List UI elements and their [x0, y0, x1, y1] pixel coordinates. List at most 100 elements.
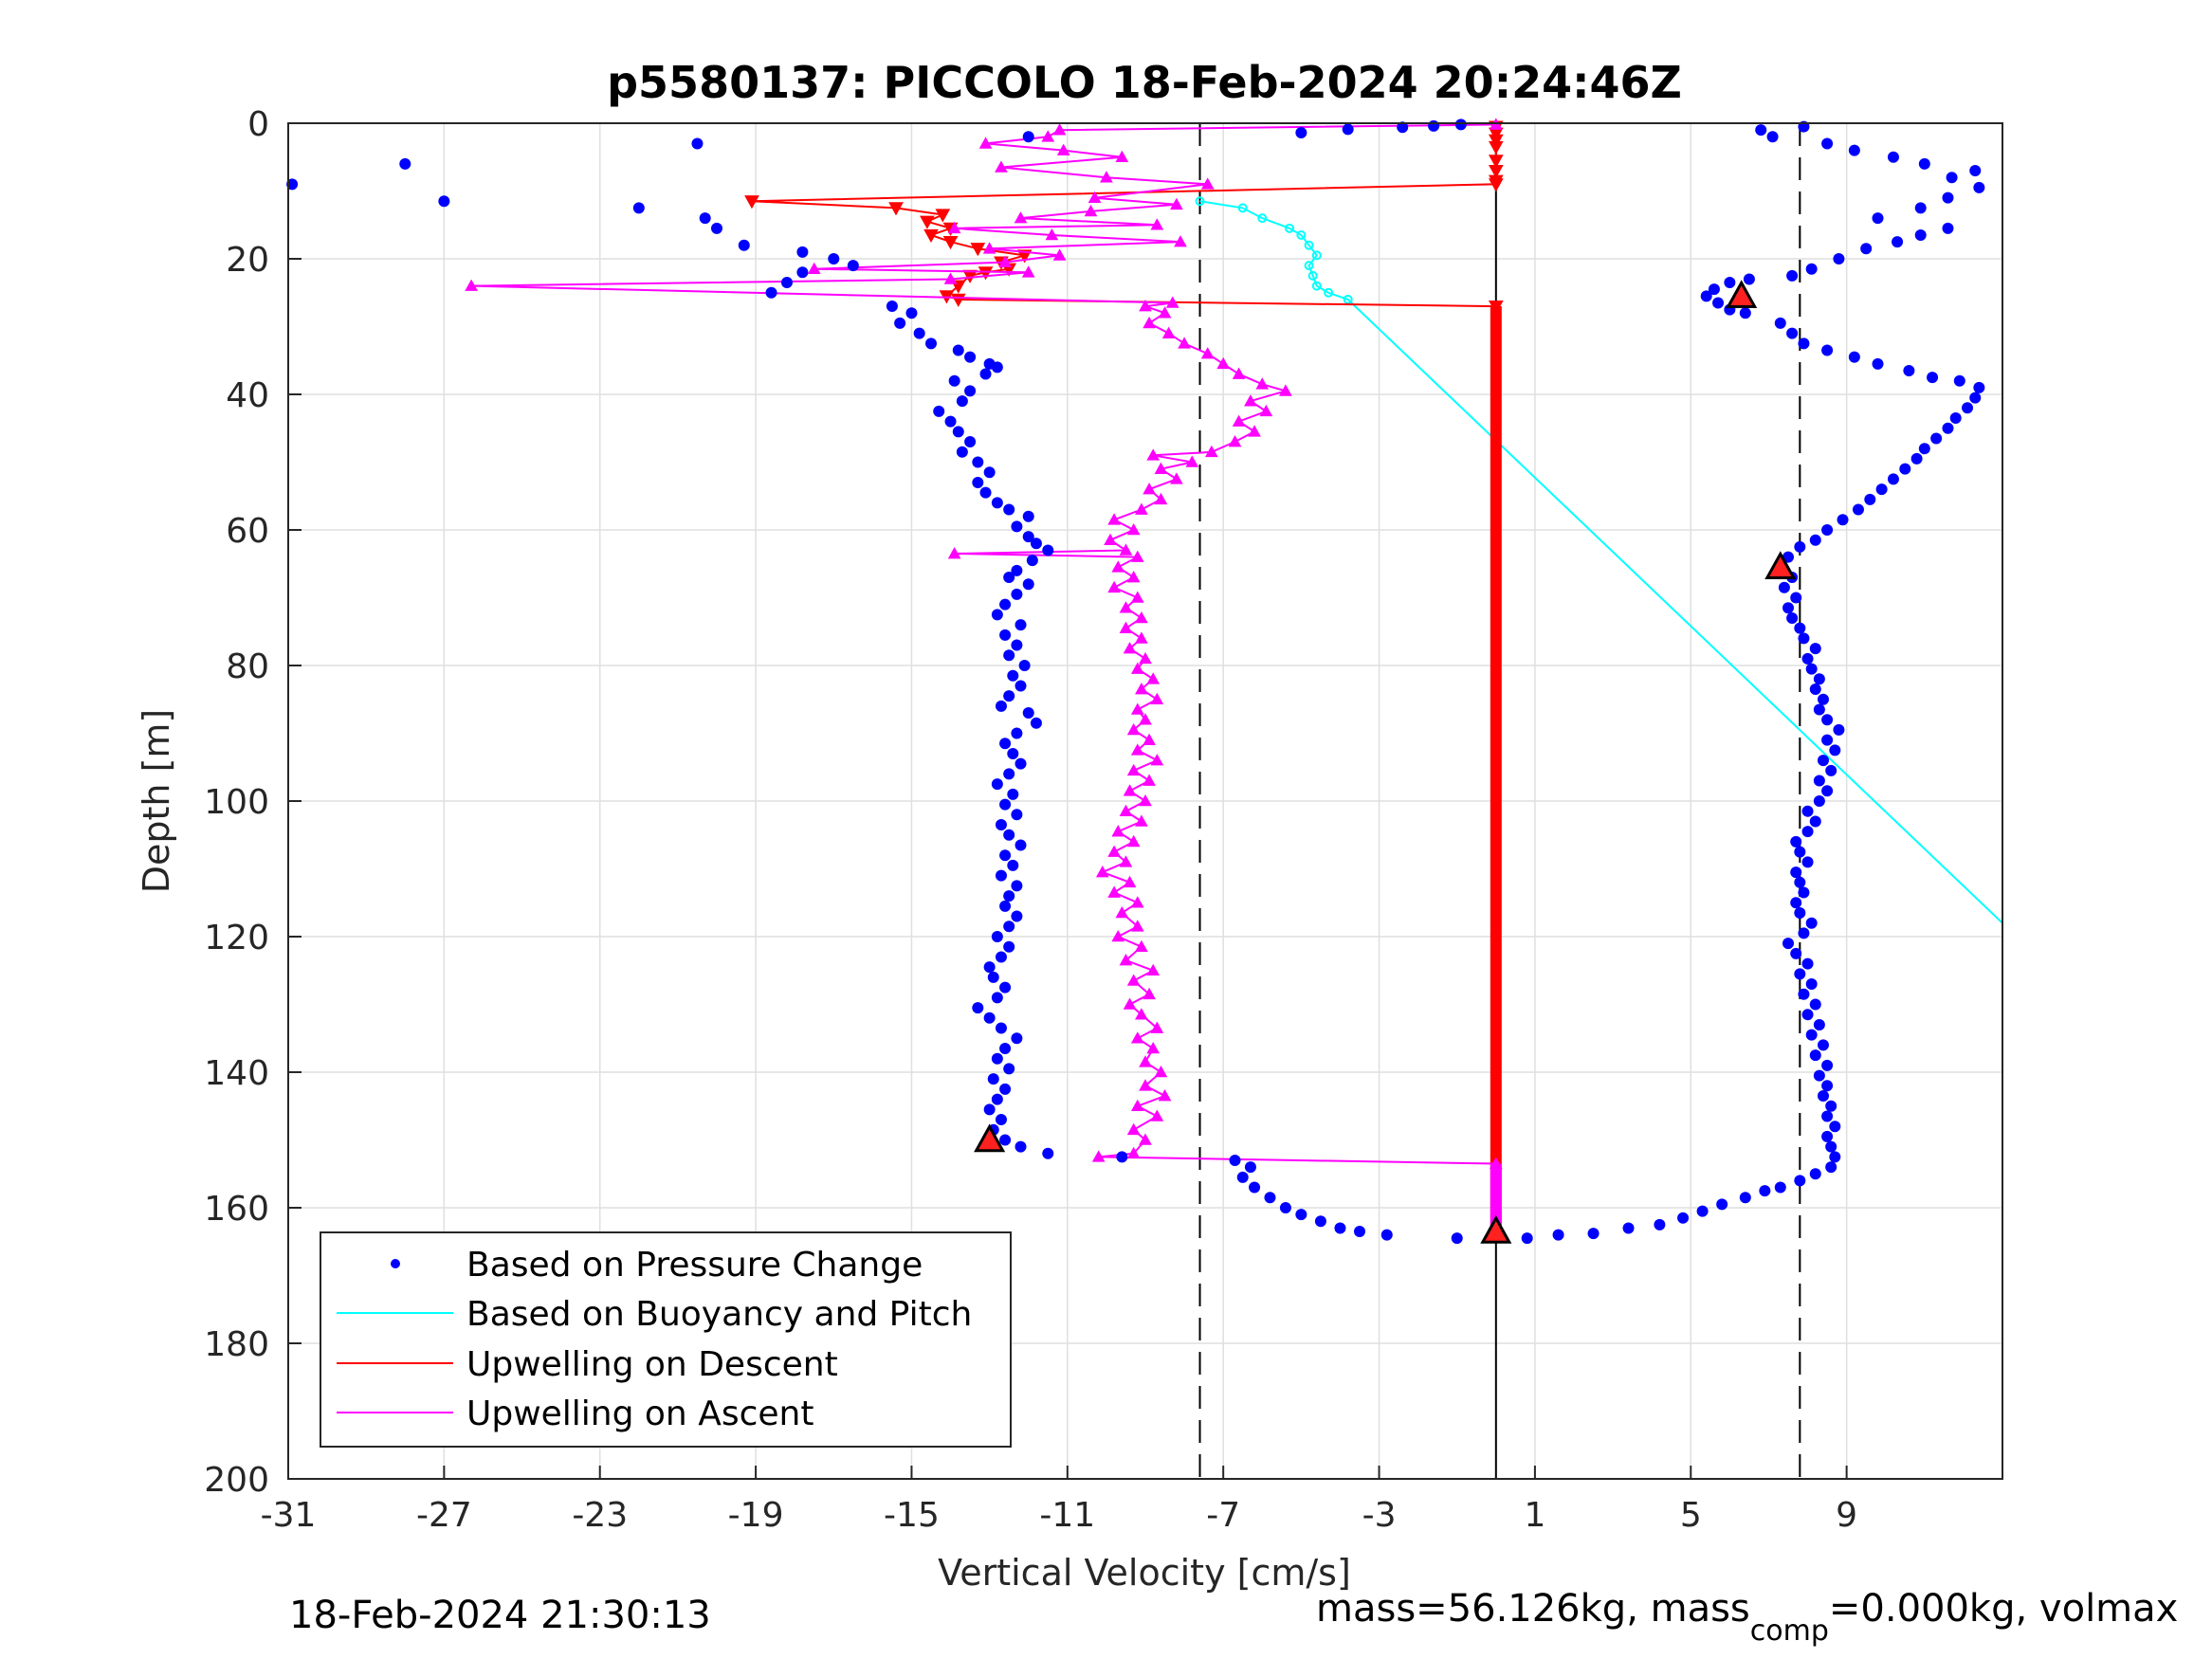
pressure-change-point — [1790, 947, 1802, 959]
upwelling-ascent-marker — [1111, 825, 1125, 837]
pressure-change-point — [972, 1002, 984, 1014]
upwelling-ascent-marker — [1130, 920, 1144, 932]
upwelling-ascent-marker — [1135, 814, 1148, 827]
pressure-change-point — [1003, 1063, 1015, 1075]
upwelling-ascent-marker — [1130, 662, 1144, 674]
pressure-change-point — [1011, 727, 1023, 739]
pressure-change-point — [1829, 744, 1841, 757]
pressure-change-point — [999, 629, 1012, 641]
pressure-change-point — [1821, 785, 1834, 797]
pressure-change-point — [905, 307, 918, 319]
pressure-change-point — [1030, 717, 1042, 729]
legend-label-buoyancy: Based on Buoyancy and Pitch — [466, 1295, 972, 1334]
upwelling-ascent-marker — [1119, 855, 1133, 867]
pressure-change-point — [1962, 402, 1974, 414]
pressure-change-point — [1342, 123, 1354, 136]
footer-timestamp: 18-Feb-2024 21:30:13 — [289, 1594, 711, 1637]
upwelling-ascent-marker — [1146, 672, 1161, 684]
upwelling-ascent-marker — [1143, 774, 1156, 786]
pressure-change-point — [699, 212, 711, 225]
upwelling-ascent-marker — [982, 242, 996, 254]
upwelling-ascent-marker — [1126, 763, 1141, 776]
pressure-change-point — [991, 992, 1003, 1004]
upwelling-ascent-marker — [1130, 550, 1144, 562]
pressure-change-point — [1805, 663, 1818, 675]
turn-marker — [974, 1123, 1006, 1153]
pressure-change-point — [1969, 392, 1982, 404]
pressure-change-point — [1930, 432, 1943, 445]
pressure-change-point — [1790, 897, 1802, 909]
pressure-change-point — [1821, 1110, 1834, 1122]
pressure-change-point — [1042, 544, 1054, 556]
pressure-change-point — [438, 195, 450, 208]
pressure-change-point — [1801, 805, 1814, 817]
pressure-change-point — [1712, 297, 1725, 309]
pressure-change-point — [1927, 372, 1939, 384]
upwelling-ascent-marker — [1126, 974, 1141, 986]
upwelling-ascent-marker — [1228, 435, 1242, 447]
pressure-change-point — [983, 466, 996, 479]
upwelling-ascent-marker — [1130, 702, 1144, 715]
pressure-change-point — [1295, 1209, 1307, 1221]
pressure-change-point — [1244, 1161, 1256, 1174]
pressure-change-point — [995, 819, 1007, 831]
pressure-change-point — [1914, 202, 1927, 214]
pressure-change-point — [1805, 978, 1818, 991]
pressure-change-point — [1229, 1154, 1241, 1166]
upwelling-descent-marker — [1488, 164, 1504, 179]
pressure-change-point — [1794, 876, 1806, 888]
upwelling-ascent-marker — [1130, 1031, 1144, 1044]
pressure-change-point — [1022, 578, 1034, 591]
footer-mass-info: mass=56.126kg, masscomp=0.000kg, volmax — [1316, 1587, 2178, 1648]
legend-label-pressure: Based on Pressure Change — [466, 1246, 923, 1285]
upwelling-descent-marker — [920, 215, 935, 229]
pressure-change-point — [1809, 684, 1821, 696]
upwelling-ascent-marker — [1158, 306, 1172, 319]
upwelling-ascent-marker — [1135, 631, 1148, 644]
upwelling-ascent-marker — [1135, 939, 1148, 953]
pressure-change-point — [691, 137, 704, 150]
pressure-change-point — [1622, 1222, 1635, 1234]
pressure-change-point — [979, 368, 992, 380]
pressure-change-point — [1821, 1080, 1834, 1092]
pressure-change-point — [1794, 906, 1806, 919]
pressure-change-point — [1026, 555, 1038, 567]
pressure-change-point — [1798, 927, 1810, 939]
pressure-change-point — [991, 1052, 1003, 1065]
pressure-change-point — [1805, 1029, 1818, 1041]
pressure-change-point — [1015, 1140, 1027, 1153]
pressure-change-point — [1782, 938, 1794, 950]
upwelling-descent-marker — [970, 243, 986, 257]
upwelling-descent-marker — [942, 236, 959, 250]
upwelling-ascent-marker — [1178, 337, 1191, 349]
pressure-change-point — [796, 266, 809, 279]
pressure-change-point — [1848, 144, 1860, 156]
pressure-change-point — [1739, 307, 1751, 319]
pressure-change-point — [1794, 968, 1806, 980]
legend-label-descent: Upwelling on Descent — [466, 1345, 838, 1384]
upwelling-ascent-marker — [1143, 483, 1156, 495]
pressure-change-point — [1837, 514, 1849, 526]
upwelling-ascent-marker — [1115, 905, 1129, 919]
pressure-change-point — [1801, 826, 1814, 838]
upwelling-ascent-marker — [1161, 326, 1176, 338]
upwelling-descent-marker — [1488, 140, 1504, 155]
pressure-change-point — [1295, 127, 1307, 139]
pressure-change-point — [964, 385, 977, 397]
pressure-change-point — [1042, 1147, 1054, 1159]
upwelling-ascent-marker — [1139, 1055, 1152, 1067]
pressure-change-point — [964, 351, 977, 363]
pressure-change-point — [1817, 1090, 1829, 1103]
upwelling-ascent-marker — [1111, 929, 1125, 942]
pressure-change-point — [1809, 534, 1821, 546]
pressure-change-point — [1774, 1181, 1786, 1194]
pressure-change-point — [1022, 531, 1034, 543]
pressure-change-point — [999, 598, 1012, 611]
pressure-change-point — [1003, 503, 1015, 516]
pressure-change-point — [1786, 327, 1799, 339]
pressure-change-point — [1813, 795, 1825, 807]
upwelling-ascent-marker — [1135, 611, 1148, 624]
upwelling-ascent-marker — [1143, 987, 1156, 1000]
pressure-change-point — [1794, 1175, 1806, 1187]
